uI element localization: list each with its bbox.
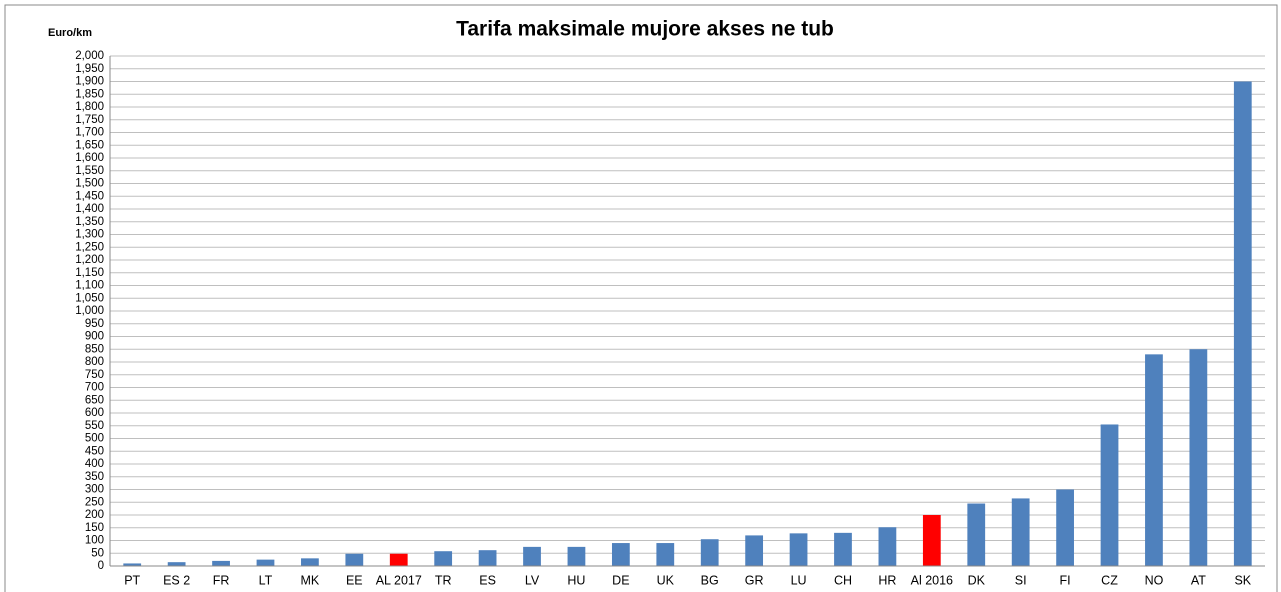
x-tick-label: EE [346,573,363,587]
y-tick-label: 350 [85,471,104,483]
bar [1189,349,1208,566]
x-tick-label: BG [701,573,719,587]
x-tick-label: FI [1060,573,1071,587]
x-tick-label: MK [301,573,320,587]
bar [1100,424,1119,566]
bar [1011,498,1030,566]
y-tick-label: 1,700 [75,127,104,139]
x-tick-label: DE [612,573,629,587]
x-tick-label: PT [124,573,140,587]
y-tick-label: 1,050 [75,292,104,304]
x-tick-label: NO [1145,573,1164,587]
y-tick-label: 0 [98,560,104,572]
bar [567,546,586,566]
bar [301,558,319,566]
bar [256,559,275,566]
x-tick-label: TR [435,573,452,587]
y-tick-label: 1,200 [75,254,104,266]
x-tick-label: SI [1015,573,1027,587]
bar [700,539,719,566]
bar [345,553,364,566]
y-tick-label: 1,300 [75,229,104,241]
y-axis-label: Euro/km [48,27,92,39]
y-tick-label: 700 [85,382,104,394]
y-tick-label: 750 [85,369,104,381]
y-tick-label: 1,900 [75,76,104,88]
bar [656,543,675,566]
y-tick-label: 450 [85,445,104,457]
bar [523,546,541,566]
bar [922,515,941,566]
y-tick-label: 1,250 [75,241,104,253]
y-tick-label: 100 [85,535,104,547]
y-tick-label: 1,100 [75,280,104,292]
x-tick-label: AL 2017 [376,573,422,587]
y-tick-label: 1,400 [75,203,104,215]
bar [434,551,453,566]
x-tick-label: HU [567,573,585,587]
y-tick-label: 2,000 [75,50,104,62]
x-tick-label: LV [525,573,540,587]
y-tick-label: 1,500 [75,178,104,190]
chart-frame [4,4,1278,592]
y-tick-label: 600 [85,407,104,419]
y-tick-label: 400 [85,458,104,470]
bar [389,553,408,566]
chart-title: Tarifa maksimale mujore akses ne tub [456,18,834,41]
x-tick-label: HR [878,573,896,587]
y-tick-label: 150 [85,522,104,534]
x-tick-label: Al 2016 [911,573,953,587]
y-tick-label: 1,850 [75,88,104,100]
bar [478,550,497,566]
y-tick-label: 1,750 [75,114,104,126]
y-tick-label: 850 [85,343,104,355]
y-tick-label: 1,450 [75,190,104,202]
y-tick-label: 650 [85,394,104,406]
x-tick-label: AT [1191,573,1206,587]
bar [1056,489,1074,566]
y-tick-label: 1,000 [75,305,104,317]
x-tick-label: SK [1234,573,1251,587]
y-tick-label: 900 [85,331,104,343]
y-tick-label: 250 [85,496,104,508]
bar [834,532,852,566]
bar [611,543,630,566]
bar [1145,354,1163,566]
y-tick-label: 950 [85,318,104,330]
y-tick-label: 1,600 [75,152,104,164]
y-tick-label: 500 [85,433,104,445]
y-tick-label: 1,350 [75,216,104,228]
y-tick-label: 300 [85,484,104,496]
y-tick-label: 1,800 [75,101,104,113]
x-tick-label: FR [213,573,230,587]
x-tick-label: DK [968,573,986,587]
x-tick-label: LU [791,573,807,587]
bar [967,503,986,566]
y-tick-label: 1,950 [75,63,104,75]
x-tick-label: GR [745,573,764,587]
y-tick-label: 800 [85,356,104,368]
x-tick-label: LT [259,573,273,587]
y-tick-label: 1,550 [75,165,104,177]
y-tick-label: 200 [85,509,104,521]
y-tick-label: 1,150 [75,267,104,279]
bar [878,527,897,566]
x-tick-label: CH [834,573,852,587]
x-tick-label: ES 2 [163,573,190,587]
bar [789,533,808,566]
bar [167,562,186,566]
x-tick-label: UK [657,573,675,587]
x-tick-label: CZ [1101,573,1118,587]
x-tick-label: ES [479,573,496,587]
y-tick-label: 1,650 [75,139,104,151]
bar [745,535,764,566]
y-tick-label: 50 [91,547,104,559]
bar [212,560,230,566]
bar [1233,81,1252,566]
bar [123,563,142,566]
y-tick-label: 550 [85,420,104,432]
